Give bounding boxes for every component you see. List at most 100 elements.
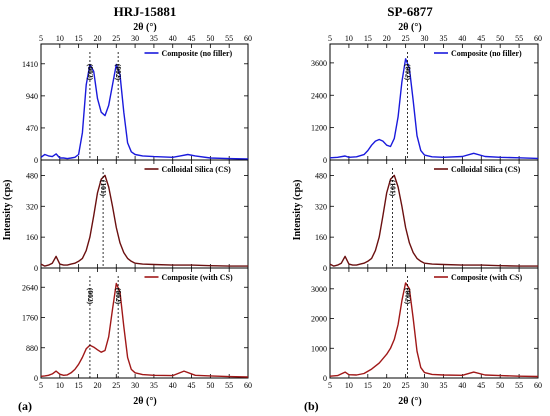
subplot-frame [40,267,249,379]
peak-label: (002) [86,288,95,305]
legend-label: Colloidal Silica (CS) [451,165,521,174]
legend-label: Colloidal Silica (CS) [162,165,232,174]
legend-label: Composite (with CS) [162,273,233,282]
y-tick-label: 0 [34,264,38,273]
peak-label: (002) [404,288,413,305]
x-tick-label-bottom: 45 [477,381,485,390]
x-tick-label-bottom: 20 [383,381,391,390]
x-tick-label-top: 45 [188,34,196,43]
panel-a-bottom-xlabel: 2θ (°) [133,396,156,407]
y-tick-label: 3000 [311,285,327,294]
x-tick-label-top: 35 [150,34,158,43]
panel-a-top-xlabel: 2θ (°) [133,22,156,33]
peak-label: (002) [404,64,413,81]
subplot-1: 0 470 940 1410 5 10 15 20 25 30 35 40 45 50 55 60 (002) (… [22,34,252,165]
y-tick-label: 0 [34,156,38,165]
y-tick-label: 160 [315,233,327,242]
x-tick-label-top: 10 [345,34,353,43]
series-line [329,174,538,267]
x-tick-label-top: 55 [225,34,233,43]
panel-b-title: SP-6877 [387,4,433,19]
panel-a: HRJ-15881 2θ (°) 2θ (°) Intensity (cps) … [2,4,252,413]
x-tick-label-bottom: 20 [93,381,101,390]
x-tick-label-top: 30 [421,34,429,43]
x-tick-label-bottom: 30 [421,381,429,390]
y-tick-label: 480 [26,171,38,180]
y-tick-label: 160 [26,233,38,242]
x-tick-label-bottom: 60 [534,381,542,390]
y-tick-label: 880 [26,344,38,353]
x-tick-label-bottom: 15 [364,381,372,390]
x-tick-label-bottom: 45 [188,381,196,390]
subplot-frame [40,159,249,269]
legend-label: Composite (no filler) [162,49,233,58]
x-tick-label-top: 60 [534,34,542,43]
series-line [329,282,539,378]
y-tick-label: 2640 [22,283,38,292]
y-tick-label: 940 [26,92,38,101]
x-tick-label-bottom: 35 [439,381,447,390]
panel-b-bottom-xlabel: 2θ (°) [398,396,421,407]
x-tick-label-top: 45 [477,34,485,43]
legend-label: Composite (no filler) [451,49,522,58]
y-tick-label: 1410 [22,60,38,69]
panel-a-label: (a) [18,399,32,413]
subplot-3: 0 880 1760 2640 5 10 15 20 25 30 35 40 45 50 55 60 (002)… [22,267,252,390]
y-tick-label: 1760 [22,314,38,323]
x-tick-label-bottom: 5 [39,381,43,390]
peak-label: (101) [99,180,108,197]
x-tick-label-top: 5 [39,34,43,43]
x-tick-label-bottom: 25 [402,381,410,390]
y-tick-label: 2400 [311,91,327,100]
x-tick-label-top: 30 [131,34,139,43]
y-tick-label: 320 [26,202,38,211]
x-tick-label-bottom: 55 [225,381,233,390]
y-tick-label: 0 [323,156,327,165]
subplot-2: 0 160 320 480 (101) Colloidal Silica (CS) [315,159,539,273]
x-tick-label-bottom: 15 [75,381,83,390]
peak-label: (002) [86,64,95,81]
x-tick-label-bottom: 5 [328,381,332,390]
subplot-frame [329,43,539,161]
subplot-1: 0 1200 2400 3600 5 10 15 20 25 30 35 40 45 50 55 60 (002… [311,34,542,165]
x-tick-label-bottom: 40 [458,381,466,390]
subplot-frame [329,159,539,269]
y-tick-label: 0 [323,264,327,273]
y-tick-label: 2000 [311,315,327,324]
subplot-frame [329,267,539,379]
x-tick-label-bottom: 55 [515,381,523,390]
x-tick-label-bottom: 40 [169,381,177,390]
subplot-2: 0 160 320 480 (101) Colloidal Silica (CS) [26,159,249,273]
panel-a-title: HRJ-15881 [114,4,177,19]
subplot-3: 0 1000 2000 3000 5 10 15 20 25 30 35 40 45 50 55 60 (002… [311,267,542,390]
x-tick-label-top: 60 [244,34,252,43]
x-tick-label-bottom: 50 [496,381,504,390]
y-tick-label: 320 [315,202,327,211]
x-tick-label-bottom: 50 [206,381,214,390]
x-tick-label-top: 15 [75,34,83,43]
x-tick-label-bottom: 25 [112,381,120,390]
x-tick-label-top: 10 [56,34,64,43]
panel-b-top-xlabel: 2θ (°) [398,22,421,33]
x-tick-label-top: 50 [496,34,504,43]
y-tick-label: 470 [26,124,38,133]
x-tick-label-top: 25 [112,34,120,43]
x-tick-label-top: 5 [328,34,332,43]
x-tick-label-top: 20 [383,34,391,43]
y-tick-label: 3600 [311,59,327,68]
x-tick-label-top: 55 [515,34,523,43]
panel-a-ylabel: Intensity (cps) [2,180,13,241]
x-tick-label-top: 25 [402,34,410,43]
legend-label: Composite (with CS) [451,273,522,282]
subplot-frame [40,43,249,161]
x-tick-label-top: 50 [206,34,214,43]
peak-label: (002) [114,64,123,81]
y-tick-label: 480 [315,171,327,180]
y-tick-label: 0 [323,374,327,383]
x-tick-label-bottom: 10 [56,381,64,390]
x-tick-label-top: 40 [458,34,466,43]
panel-b: SP-6877 2θ (°) 2θ (°) Intensity (cps) (b… [292,4,542,413]
series-line [40,282,249,378]
peak-label: (002) [114,288,123,305]
